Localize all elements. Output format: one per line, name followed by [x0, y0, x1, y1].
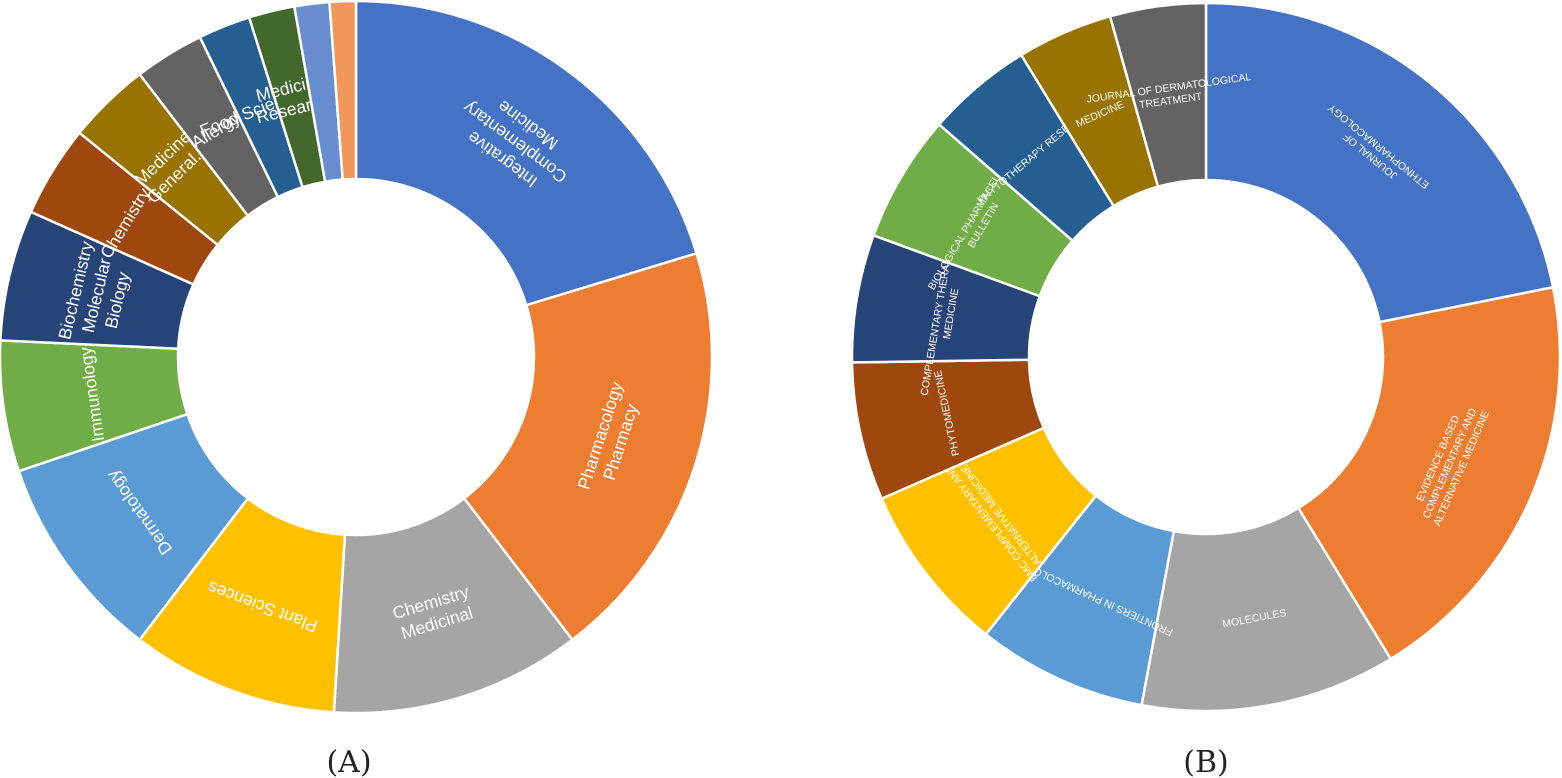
donut-b-slice-journal-of-dermatological-treatment: [1108, 1, 1208, 189]
donut-a-slice-integrative-complementary-medicine: [354, 0, 699, 307]
donut-a-slice-unlabeled-13: [328, 0, 358, 181]
donut-a-slice-chemistry-medicinal: [332, 496, 575, 715]
donut-b-slice-journal-of-ethnopharmacology: [1204, 1, 1555, 324]
donut-chart-a: IntegrativeComplementaryMedicinePharmaco…: [0, 0, 714, 715]
panel-label-a: (A): [326, 745, 371, 778]
panel-label-b: (B): [1183, 745, 1228, 778]
donut-a-slice-pharmacology-pharmacy: [462, 251, 714, 642]
donut-b-slice-molecules: [1140, 506, 1393, 713]
donut-b-slice-evidence-based-complementary-and-alternative-medicine: [1296, 285, 1562, 661]
